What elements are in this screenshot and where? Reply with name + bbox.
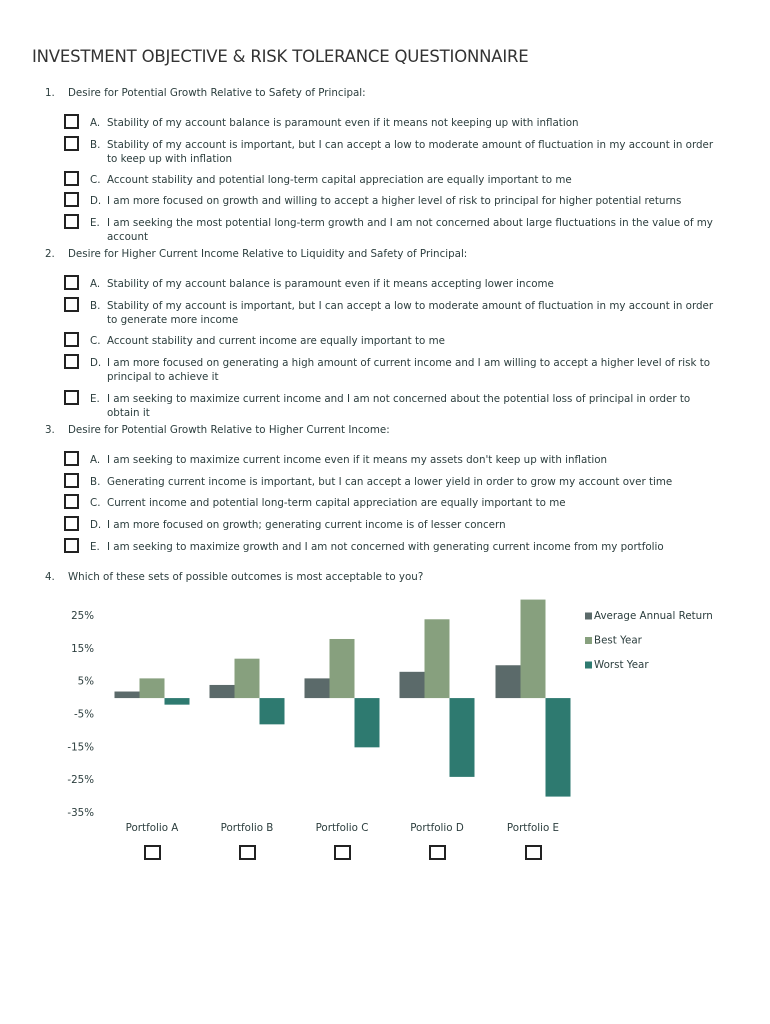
option-letter: D. [90,519,102,531]
checkbox[interactable] [64,114,79,129]
option-text: Stability of my account balance is param… [107,278,554,290]
option-text: I am seeking to maximize growth and I am… [107,541,664,553]
option-letter: B. [90,476,101,488]
checkbox[interactable] [64,275,79,290]
checkbox[interactable] [429,845,446,860]
checkbox[interactable] [64,473,79,488]
bar [354,698,380,748]
x-tick-label: Portfolio C [316,822,369,834]
bar [114,691,140,699]
y-tick-label: 25% [71,610,94,622]
x-tick-label: Portfolio E [507,822,559,834]
checkbox[interactable] [64,494,79,509]
option-letter: C. [90,174,101,186]
checkbox[interactable] [64,332,79,347]
option-text: Account stability and potential long-ter… [107,174,572,186]
question-text: Desire for Higher Current Income Relativ… [68,248,468,260]
option-text: Stability of my account is important, bu… [107,139,714,165]
bar [209,684,235,699]
x-tick-label: Portfolio D [410,822,464,834]
option-text: I am more focused on growth; generating … [107,519,506,531]
option-letter: B. [90,139,101,151]
bar [139,678,165,699]
option-text: I am more focused on generating a high a… [107,357,711,383]
y-tick-label: -5% [74,709,94,721]
option-letter: B. [90,300,101,312]
x-tick-label: Portfolio A [126,822,179,834]
bar [545,698,571,797]
option-letter: C. [90,497,101,509]
option-text: Account stability and current income are… [107,335,445,347]
option-letter: C. [90,335,101,347]
checkbox[interactable] [239,845,256,860]
option-text: I am more focused on growth and willing … [107,195,682,207]
legend-swatch [585,661,592,669]
bar [495,665,521,699]
checkbox[interactable] [64,297,79,312]
option-text: Stability of my account is important, bu… [107,300,714,326]
bar [259,698,285,725]
question-text: Which of these sets of possible outcomes… [68,571,424,583]
checkbox[interactable] [64,516,79,531]
bar [399,671,425,699]
legend-label: Worst Year [594,659,649,671]
option-letter: A. [90,117,101,129]
option-letter: A. [90,454,101,466]
bar [424,619,450,699]
option-letter: E. [90,541,100,553]
checkbox[interactable] [525,845,542,860]
checkbox[interactable] [144,845,161,860]
question-text: Desire for Potential Growth Relative to … [68,424,390,436]
y-tick-label: -35% [67,807,94,819]
option-text: I am seeking to maximize current income … [107,393,691,419]
option-letter: E. [90,217,100,229]
checkbox[interactable] [64,390,79,405]
option-text: Generating current income is important, … [107,476,673,488]
option-letter: D. [90,195,102,207]
option-text: Stability of my account balance is param… [107,117,579,129]
y-tick-label: 15% [71,643,94,655]
checkbox[interactable] [64,451,79,466]
checkbox[interactable] [64,136,79,151]
checkbox[interactable] [64,354,79,369]
question-number: 4. [45,571,55,583]
option-text: I am seeking the most potential long-ter… [107,217,713,243]
question-number: 3. [45,424,55,436]
bar [164,698,190,705]
option-text: Current income and potential long-term c… [107,497,566,509]
bar [234,658,260,699]
question-number: 1. [45,87,55,99]
legend-label: Average Annual Return [594,610,713,622]
checkbox[interactable] [64,192,79,207]
y-tick-label: -15% [67,741,94,753]
bar [449,698,475,777]
option-letter: E. [90,393,100,405]
legend-label: Best Year [594,635,643,647]
checkbox[interactable] [64,538,79,553]
checkbox[interactable] [64,171,79,186]
question-number: 2. [45,248,55,260]
option-letter: D. [90,357,102,369]
bar [520,599,546,699]
option-text: I am seeking to maximize current income … [107,454,608,466]
option-letter: A. [90,278,101,290]
bar [329,638,355,699]
legend-swatch [585,637,592,644]
y-tick-label: 5% [78,676,95,688]
checkbox[interactable] [64,214,79,229]
x-tick-label: Portfolio B [221,822,274,834]
checkbox[interactable] [334,845,351,860]
y-tick-label: -25% [67,774,94,786]
bar [304,678,330,699]
legend-swatch [585,612,592,620]
question-text: Desire for Potential Growth Relative to … [68,87,366,99]
title: INVESTMENT OBJECTIVE & RISK TOLERANCE QU… [32,47,529,66]
